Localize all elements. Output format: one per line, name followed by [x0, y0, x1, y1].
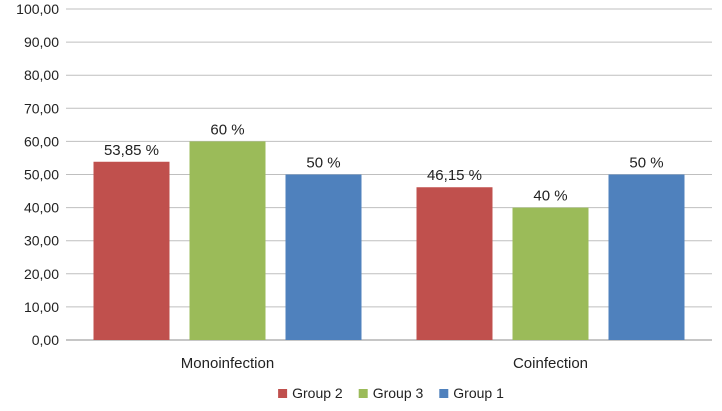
y-tick-label: 30,00 — [24, 233, 59, 249]
category-label: Monoinfection — [181, 355, 274, 372]
category-label: Coinfection — [513, 355, 588, 372]
data-label: 50 % — [306, 155, 340, 172]
y-tick-label: 40,00 — [24, 200, 59, 216]
y-tick-label: 10,00 — [24, 299, 59, 315]
grid-lines — [66, 8, 712, 341]
y-tick-label: 50,00 — [24, 167, 59, 183]
y-tick-label: 20,00 — [24, 266, 59, 282]
legend-swatch — [358, 389, 368, 398]
x-axis-category-labels: Monoinfection Coinfection — [181, 355, 588, 372]
bar-group-2-coinfection — [416, 187, 493, 340]
legend-label: Group 1 — [453, 385, 504, 401]
y-tick-label: 60,00 — [24, 133, 59, 149]
legend-swatch — [439, 389, 449, 398]
data-label: 46,15 % — [427, 167, 482, 184]
bar-group-1-monoinfection — [285, 174, 362, 340]
bar-group-3-monoinfection — [189, 141, 266, 340]
y-tick-label: 90,00 — [24, 34, 59, 50]
data-label: 40 % — [533, 188, 567, 205]
data-labels: 53,85 % 60 % 50 % 46,15 % 40 % 50 % — [104, 121, 664, 204]
y-axis-tick-labels: 0,00 10,00 20,00 30,00 40,00 50,00 60,00 70,00 8… — [16, 1, 59, 348]
legend-swatch — [278, 389, 288, 398]
legend-label: Group 3 — [373, 385, 424, 401]
y-tick-label: 0,00 — [32, 332, 59, 348]
bars — [93, 141, 685, 340]
data-label: 50 % — [629, 155, 663, 172]
bar-group-1-coinfection — [608, 174, 685, 340]
y-tick-label: 80,00 — [24, 67, 59, 83]
bar-group-2-monoinfection — [93, 161, 170, 340]
y-tick-label: 100,00 — [16, 1, 59, 17]
data-label: 60 % — [210, 121, 244, 138]
bar-group-3-coinfection — [512, 207, 589, 340]
y-tick-label: 70,00 — [24, 100, 59, 116]
legend: Group 2 Group 3 Group 1 — [278, 385, 504, 401]
legend-label: Group 2 — [292, 385, 343, 401]
data-label: 53,85 % — [104, 142, 159, 159]
